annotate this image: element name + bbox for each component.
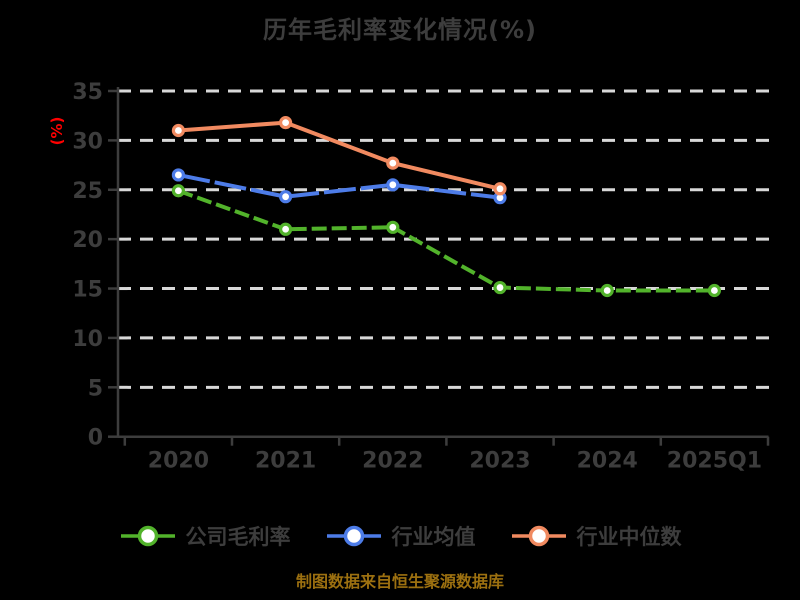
data-point-marker-行业中位数	[279, 116, 293, 130]
legend-label: 行业中位数	[576, 525, 682, 549]
y-tick-label: 5	[88, 376, 103, 401]
legend-marker-icon	[326, 525, 381, 547]
x-tick-label: 2022	[362, 449, 423, 474]
data-point-marker-公司毛利率	[171, 184, 185, 198]
series-line-行业中位数	[178, 120, 501, 191]
legend-label: 公司毛利率	[185, 525, 291, 549]
y-tick-label: 15	[72, 278, 103, 303]
chart-legend: 公司毛利率 行业均值 行业中位数	[0, 521, 800, 551]
data-point-marker-公司毛利率	[600, 283, 614, 298]
x-tick-label: 2024	[577, 449, 638, 474]
data-point-marker-行业中位数	[493, 182, 507, 196]
y-tick-label: 35	[72, 80, 103, 105]
x-tick-label: 2021	[255, 449, 316, 474]
data-point-marker-行业均值	[386, 178, 400, 192]
y-axis-unit-label: (%)	[48, 117, 66, 146]
legend-marker-icon	[120, 525, 175, 547]
data-point-marker-公司毛利率	[386, 220, 400, 234]
data-point-marker-公司毛利率	[493, 280, 507, 295]
data-point-marker-行业中位数	[386, 156, 400, 170]
legend-item-行业中位数: 行业中位数	[510, 521, 682, 551]
page-title: 历年毛利率变化情况(%)	[263, 16, 537, 44]
data-point-marker-行业均值	[279, 190, 293, 204]
x-tick-label: 2023	[469, 449, 530, 474]
data-point-marker-公司毛利率	[707, 283, 722, 298]
data-point-marker-行业中位数	[171, 123, 185, 138]
y-tick-label: 0	[88, 426, 103, 451]
line-chart: 0 5 10 15 20 25 30 35 2020 2021 2022 2023 2024 2025Q1…	[48, 80, 775, 474]
data-source-note: 制图数据来自恒生聚源数据库	[295, 572, 504, 591]
y-tick-label: 10	[72, 327, 103, 352]
legend-item-公司毛利率: 公司毛利率	[119, 521, 291, 551]
legend-label: 行业均值	[391, 525, 476, 549]
data-point-marker-公司毛利率	[279, 222, 293, 236]
y-tick-label: 30	[72, 129, 103, 154]
y-tick-label: 25	[72, 179, 103, 204]
legend-marker-icon	[511, 525, 566, 547]
legend-item-行业均值: 行业均值	[325, 521, 476, 551]
y-tick-label: 20	[72, 228, 103, 253]
x-tick-label: 2020	[148, 449, 209, 474]
series-line-公司毛利率	[177, 188, 715, 293]
data-point-marker-行业均值	[171, 168, 185, 182]
x-tick-label: 2025Q1	[667, 449, 762, 474]
series-line-行业均值	[178, 172, 501, 200]
